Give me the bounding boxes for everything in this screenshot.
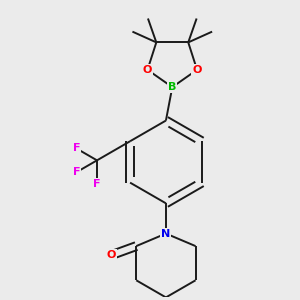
Text: O: O — [192, 65, 202, 75]
Text: N: N — [161, 229, 170, 238]
Text: O: O — [107, 250, 116, 260]
Text: O: O — [143, 65, 152, 75]
Text: F: F — [93, 179, 101, 189]
Text: F: F — [73, 143, 80, 153]
Text: B: B — [168, 82, 176, 92]
Text: F: F — [73, 167, 80, 177]
